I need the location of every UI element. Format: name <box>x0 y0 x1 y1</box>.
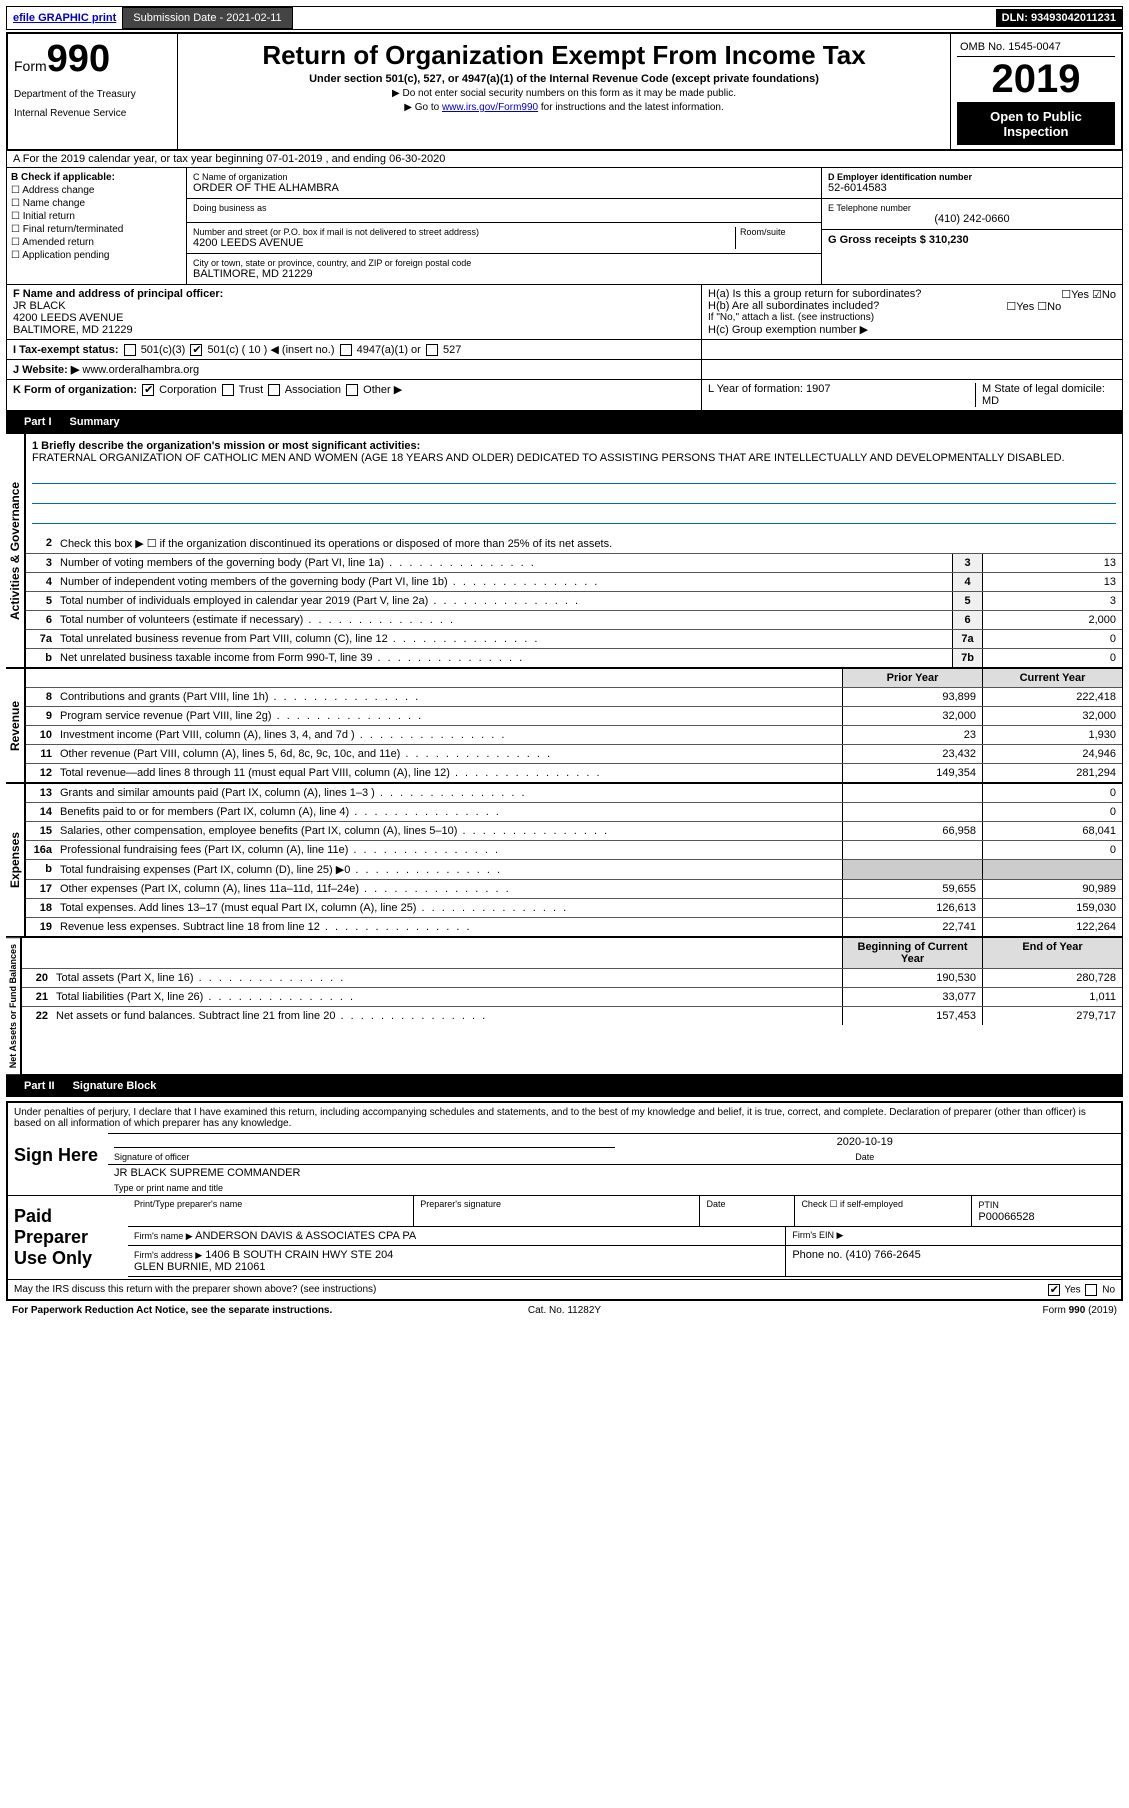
chk-501c[interactable] <box>190 344 202 356</box>
current-year-hdr: Current Year <box>982 669 1122 687</box>
table-row: 22Net assets or fund balances. Subtract … <box>22 1007 1122 1025</box>
chk-corporation[interactable] <box>142 384 154 396</box>
table-row: bNet unrelated business taxable income f… <box>26 649 1122 667</box>
declaration-text: Under penalties of perjury, I declare th… <box>8 1103 1121 1133</box>
table-row: 3Number of voting members of the governi… <box>26 554 1122 573</box>
table-row: 11Other revenue (Part VIII, column (A), … <box>26 745 1122 764</box>
chk-discuss-no[interactable] <box>1085 1284 1097 1296</box>
dln: DLN: 93493042011231 <box>996 9 1122 27</box>
table-row: 18Total expenses. Add lines 13–17 (must … <box>26 899 1122 918</box>
col-b-checkboxes: B Check if applicable: ☐ Address change … <box>7 168 187 284</box>
table-row: 9Program service revenue (Part VIII, lin… <box>26 707 1122 726</box>
chk-final-return[interactable]: ☐ Final return/terminated <box>11 224 182 235</box>
goto-line: ▶ Go to www.irs.gov/Form990 for instruct… <box>184 102 944 113</box>
beginning-year-hdr: Beginning of Current Year <box>842 938 982 968</box>
form-title: Return of Organization Exempt From Incom… <box>184 40 944 71</box>
chk-discuss-yes[interactable] <box>1048 1284 1060 1296</box>
tax-year: 2019 <box>957 57 1115 103</box>
mission-text: FRATERNAL ORGANIZATION OF CATHOLIC MEN A… <box>32 452 1116 464</box>
chk-501c3[interactable] <box>124 344 136 356</box>
ssn-warning: ▶ Do not enter social security numbers o… <box>184 88 944 99</box>
part2-header: Part II Signature Block <box>6 1075 1123 1097</box>
year-formation: L Year of formation: 1907 <box>708 383 976 407</box>
row-j-website: J Website: ▶ www.orderalhambra.org <box>6 360 1123 380</box>
col-c-org-info: C Name of organization ORDER OF THE ALHA… <box>187 168 822 284</box>
chk-amended[interactable]: ☐ Amended return <box>11 237 182 248</box>
submission-date-btn[interactable]: Submission Date - 2021-02-11 <box>122 7 292 29</box>
info-grid: B Check if applicable: ☐ Address change … <box>6 168 1123 285</box>
irs-link[interactable]: www.irs.gov/Form990 <box>442 102 538 113</box>
mission-box: 1 Briefly describe the organization's mi… <box>26 434 1122 534</box>
telephone: (410) 242-0660 <box>828 213 1116 225</box>
sig-date: 2020-10-19 <box>615 1136 1116 1148</box>
col-de-ids: D Employer identification number 52-6014… <box>822 168 1122 284</box>
end-year-hdr: End of Year <box>982 938 1122 968</box>
table-row: 10Investment income (Part VIII, column (… <box>26 726 1122 745</box>
irs-label: Internal Revenue Service <box>14 108 171 119</box>
chk-address-change[interactable]: ☐ Address change <box>11 185 182 196</box>
chk-trust[interactable] <box>222 384 234 396</box>
form-prefix: Form <box>14 58 47 74</box>
chk-association[interactable] <box>268 384 280 396</box>
sign-here-label: Sign Here <box>8 1133 108 1195</box>
efile-link[interactable]: efile GRAPHIC print <box>7 9 122 27</box>
table-row: 8Contributions and grants (Part VIII, li… <box>26 688 1122 707</box>
prior-year-hdr: Prior Year <box>842 669 982 687</box>
top-bar: efile GRAPHIC print Submission Date - 20… <box>6 6 1123 30</box>
chk-4947[interactable] <box>340 344 352 356</box>
ptin-value: P00066528 <box>978 1211 1034 1223</box>
ein-value: 52-6014583 <box>828 182 1116 194</box>
chk-other[interactable] <box>346 384 358 396</box>
org-address: 4200 LEEDS AVENUE <box>193 237 735 249</box>
officer-name: JR BLACK SUPREME COMMANDER <box>114 1167 1115 1179</box>
principal-officer: JR BLACK 4200 LEEDS AVENUE BALTIMORE, MD… <box>13 300 695 336</box>
table-row: 15Salaries, other compensation, employee… <box>26 822 1122 841</box>
table-row: 14Benefits paid to or for members (Part … <box>26 803 1122 822</box>
row-k-org-form: K Form of organization: Corporation Trus… <box>6 380 1123 411</box>
dept-treasury: Department of the Treasury <box>14 89 171 100</box>
open-public-badge: Open to Public Inspection <box>957 103 1115 145</box>
form-subtitle: Under section 501(c), 527, or 4947(a)(1)… <box>184 73 944 85</box>
table-row: 21Total liabilities (Part X, line 26)33,… <box>22 988 1122 1007</box>
paid-preparer-label: Paid Preparer Use Only <box>8 1196 128 1279</box>
table-row: 7aTotal unrelated business revenue from … <box>26 630 1122 649</box>
table-row: 17Other expenses (Part IX, column (A), l… <box>26 880 1122 899</box>
firm-phone: Phone no. (410) 766-2645 <box>785 1246 1121 1276</box>
form-header: Form990 Department of the Treasury Inter… <box>6 32 1123 151</box>
row-i-tax-status: I Tax-exempt status: 501(c)(3) 501(c) ( … <box>6 340 1123 360</box>
table-row: 4Number of independent voting members of… <box>26 573 1122 592</box>
table-row: 12Total revenue—add lines 8 through 11 (… <box>26 764 1122 782</box>
chk-527[interactable] <box>426 344 438 356</box>
row-a-tax-year: A For the 2019 calendar year, or tax yea… <box>6 151 1123 168</box>
form-number: 990 <box>47 38 110 80</box>
chk-name-change[interactable]: ☐ Name change <box>11 198 182 209</box>
website-url[interactable]: www.orderalhambra.org <box>82 364 199 376</box>
state-domicile: M State of legal domicile: MD <box>976 383 1116 407</box>
row-f-h: F Name and address of principal officer:… <box>6 285 1123 340</box>
chk-initial-return[interactable]: ☐ Initial return <box>11 211 182 222</box>
side-netassets: Net Assets or Fund Balances <box>6 937 21 1075</box>
table-row: 16aProfessional fundraising fees (Part I… <box>26 841 1122 860</box>
gross-receipts: G Gross receipts $ 310,230 <box>828 234 1116 246</box>
table-row: 20Total assets (Part X, line 16)190,5302… <box>22 969 1122 988</box>
page-footer: For Paperwork Reduction Act Notice, see … <box>6 1301 1123 1320</box>
chk-app-pending[interactable]: ☐ Application pending <box>11 250 182 261</box>
table-row: bTotal fundraising expenses (Part IX, co… <box>26 860 1122 880</box>
table-row: 5Total number of individuals employed in… <box>26 592 1122 611</box>
org-name: ORDER OF THE ALHAMBRA <box>193 182 815 194</box>
side-activities: Activities & Governance <box>6 433 25 668</box>
part1-header: Part I Summary <box>6 411 1123 433</box>
signature-block: Under penalties of perjury, I declare th… <box>6 1101 1123 1301</box>
omb-number: OMB No. 1545-0047 <box>957 38 1115 57</box>
firm-name: ANDERSON DAVIS & ASSOCIATES CPA PA <box>195 1230 416 1242</box>
table-row: 6Total number of volunteers (estimate if… <box>26 611 1122 630</box>
table-row: 13Grants and similar amounts paid (Part … <box>26 784 1122 803</box>
table-row: 19Revenue less expenses. Subtract line 1… <box>26 918 1122 936</box>
org-city: BALTIMORE, MD 21229 <box>193 268 815 280</box>
side-revenue: Revenue <box>6 668 25 783</box>
dba-label: Doing business as <box>193 203 815 213</box>
side-expenses: Expenses <box>6 783 25 937</box>
